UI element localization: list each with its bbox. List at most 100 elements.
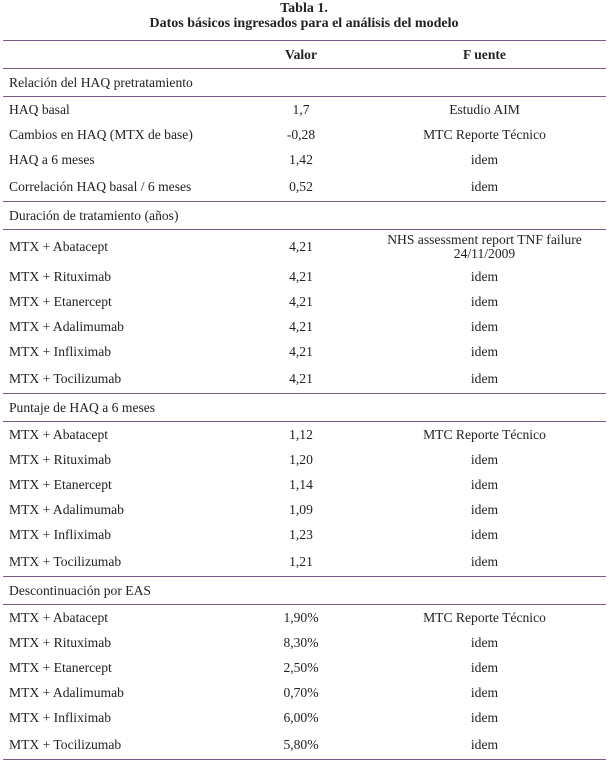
row-value: 1,21 [239,547,357,577]
section-row: Duración de tratamiento (años) [3,201,606,230]
row-source: idem [470,684,499,700]
table-row: MTX + Adalimumab 0,70% idem [3,680,606,705]
section-row: Descontinuación por EAS [3,576,606,605]
row-value: 4,21 [239,364,357,394]
table-row: MTX + Adalimumab 1,09 idem [3,497,606,522]
row-source: idem [470,151,499,167]
table-row: MTX + Rituximab 1,20 idem [3,447,606,472]
row-label: MTX + Abatacept [9,426,109,442]
section-title: Relación del HAQ pretratamiento [3,68,606,97]
row-label: MTX + Rituximab [9,268,112,284]
row-source: MTC Reporte Técnico [423,609,546,625]
row-label: Correlación HAQ basal / 6 meses [3,172,239,202]
row-label: MTX + Adalimumab [9,501,124,517]
row-source: idem [357,547,606,577]
row-value: -0,28 [286,126,316,142]
section-title: Descontinuación por EAS [3,576,606,605]
table-body: Relación del HAQ pretratamiento HAQ basal… [3,68,606,760]
row-value: 4,21 [289,293,313,309]
data-table: Valor F uente Relación del HAQ pretratam… [3,40,606,760]
table-title: Tabla 1. [280,1,328,16]
row-source: MTC Reporte Técnico [423,426,546,442]
row-source: idem [470,451,499,467]
table-row: MTX + Etanercept 4,21 idem [3,289,606,314]
row-source: idem [470,476,499,492]
row-source: idem [470,318,499,334]
table-subtitle: Datos básicos ingresados para el análisi… [149,16,459,31]
row-value: 2,50% [283,659,319,675]
row-value: 0,52 [239,172,357,202]
header-fuente: F uente [357,40,606,69]
row-source: NHS assessment report TNF failure 24/11/… [387,232,582,261]
row-value: 1,23 [289,526,313,542]
table-row: HAQ basal 1,7 Estudio AIM [3,97,606,123]
header-valor: Valor [239,40,357,69]
row-source: idem [470,293,499,309]
row-label: MTX + Tocilizumab [3,730,239,760]
row-value: 8,30% [283,634,319,650]
row-label: MTX + Adalimumab [9,318,124,334]
section-title: Puntaje de HAQ a 6 meses [3,393,606,422]
row-source: idem [470,634,499,650]
row-label: MTX + Infliximab [9,709,112,725]
row-value: 4,21 [289,239,313,254]
row-source: idem [470,659,499,675]
table-row: MTX + Abatacept 1,90% MTC Reporte Técnico [3,605,606,631]
section-title: Duración de tratamiento (años) [3,201,606,230]
row-label: MTX + Adalimumab [9,684,124,700]
row-label: MTX + Abatacept [9,239,109,254]
row-source: idem [470,501,499,517]
row-value: 4,21 [289,343,313,359]
row-value: 0,70% [283,684,319,700]
table-row: MTX + Etanercept 2,50% idem [3,655,606,680]
row-label: Cambios en HAQ (MTX de base) [9,126,193,142]
table-row: MTX + Rituximab 4,21 idem [3,264,606,289]
row-label: MTX + Infliximab [9,526,112,542]
row-label: MTX + Rituximab [9,634,112,650]
table-row: MTX + Infliximab 1,23 idem [3,522,606,547]
row-value: 4,21 [289,268,313,284]
row-source: idem [357,730,606,760]
row-label: MTX + Tocilizumab [3,364,239,394]
row-value: 1,42 [289,151,313,167]
row-value: 5,80% [239,730,357,760]
row-label: MTX + Abatacept [9,609,109,625]
row-source: MTC Reporte Técnico [423,126,546,142]
table-row: Correlación HAQ basal / 6 meses 0,52 idem [3,172,606,202]
table-row: HAQ a 6 meses 1,42 idem [3,147,606,172]
row-source: idem [470,268,499,284]
row-label: MTX + Etanercept [9,293,112,309]
row-value: 6,00% [283,709,319,725]
row-source: idem [470,526,499,542]
header-row: Valor F uente [3,40,606,69]
table-row: MTX + Tocilizumab 1,21 idem [3,547,606,577]
section-row: Relación del HAQ pretratamiento [3,68,606,97]
row-label: MTX + Etanercept [9,659,112,675]
row-label: MTX + Rituximab [9,451,112,467]
table-row: MTX + Abatacept 4,21 NHS assessment report… [3,230,606,265]
row-source: idem [357,364,606,394]
table-row: MTX + Rituximab 8,30% idem [3,630,606,655]
row-value: 4,21 [289,318,313,334]
row-value: 1,90% [283,609,319,625]
row-value: 1,14 [289,476,313,492]
row-label: MTX + Infliximab [9,343,112,359]
row-source: idem [470,343,499,359]
row-label: MTX + Etanercept [9,476,112,492]
row-label: HAQ a 6 meses [9,151,95,167]
row-source: idem [357,172,606,202]
row-value: 1,20 [289,451,313,467]
row-label: HAQ basal [9,101,70,117]
table-row: MTX + Tocilizumab 4,21 idem [3,364,606,394]
table-row: MTX + Etanercept 1,14 idem [3,472,606,497]
table-row: MTX + Infliximab 4,21 idem [3,339,606,364]
section-row: Puntaje de HAQ a 6 meses [3,393,606,422]
table-row: MTX + Adalimumab 4,21 idem [3,314,606,339]
header-label [3,40,239,69]
row-label: MTX + Tocilizumab [3,547,239,577]
row-source: Estudio AIM [449,101,520,117]
row-value: 1,7 [292,101,310,117]
table-row: MTX + Abatacept 1,12 MTC Reporte Técnico [3,422,606,448]
table-row: MTX + Tocilizumab 5,80% idem [3,730,606,760]
row-value: 1,09 [289,501,313,517]
